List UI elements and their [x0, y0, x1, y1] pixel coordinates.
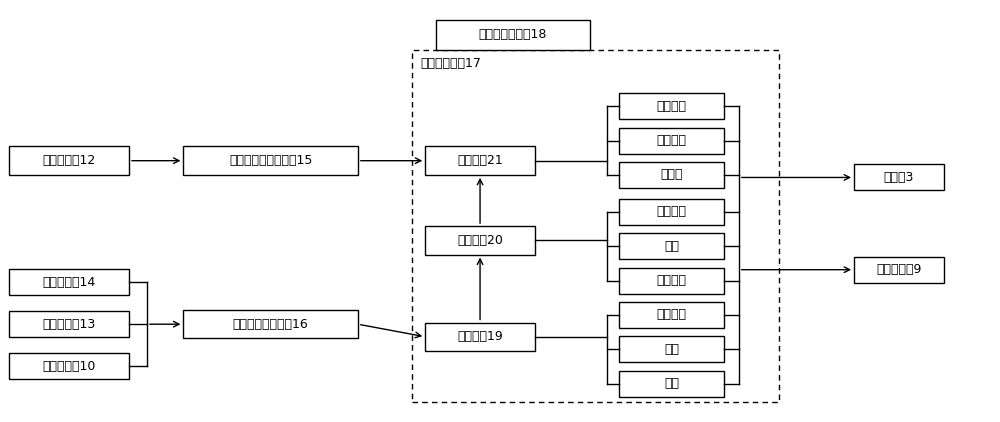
Text: 压力传感器14: 压力传感器14 — [43, 276, 96, 289]
Text: 控制模块21: 控制模块21 — [457, 154, 503, 167]
Text: 动力头3: 动力头3 — [884, 171, 914, 184]
Text: 理论压力: 理论压力 — [657, 274, 687, 287]
Text: 实测压力: 实测压力 — [657, 206, 687, 218]
Text: 温度传感器13: 温度传感器13 — [43, 318, 96, 331]
Bar — [619, 336, 724, 362]
Text: 静力触探测量分析仪15: 静力触探测量分析仪15 — [229, 154, 312, 167]
Bar — [854, 257, 944, 283]
Text: 传感器数据记录仪16: 传感器数据记录仪16 — [233, 318, 309, 331]
Bar — [183, 146, 358, 175]
Text: 实测压力: 实测压力 — [657, 308, 687, 322]
Text: 密度传感器10: 密度传感器10 — [43, 360, 96, 373]
Bar — [412, 50, 779, 402]
Bar — [619, 233, 724, 259]
Text: 温度: 温度 — [664, 240, 679, 253]
Bar — [619, 302, 724, 328]
Text: 监测模块19: 监测模块19 — [457, 330, 503, 343]
Text: 喷浆量: 喷浆量 — [660, 168, 683, 181]
Bar — [619, 162, 724, 188]
Text: 密度: 密度 — [664, 377, 679, 390]
Bar — [9, 311, 129, 337]
Text: 升降速度: 升降速度 — [657, 100, 687, 113]
Bar — [619, 127, 724, 154]
Text: 搅拌速度: 搅拌速度 — [657, 134, 687, 147]
Bar — [9, 269, 129, 295]
Bar — [425, 322, 535, 351]
Bar — [9, 353, 129, 379]
Bar — [619, 268, 724, 294]
Bar — [619, 93, 724, 119]
Text: 温度: 温度 — [664, 343, 679, 356]
Text: 静力触探头12: 静力触探头12 — [43, 154, 96, 167]
Text: 变频管理云平台18: 变频管理云平台18 — [479, 28, 547, 41]
Bar — [183, 310, 358, 338]
Text: 变频控制主机17: 变频控制主机17 — [420, 57, 481, 70]
Text: 分析模块20: 分析模块20 — [457, 234, 503, 247]
Text: 流量控制器9: 流量控制器9 — [876, 263, 922, 276]
Bar — [436, 20, 590, 50]
Bar — [9, 146, 129, 175]
Bar — [425, 226, 535, 254]
Bar — [854, 165, 944, 190]
Bar — [619, 199, 724, 225]
Bar — [425, 146, 535, 175]
Bar — [619, 371, 724, 397]
